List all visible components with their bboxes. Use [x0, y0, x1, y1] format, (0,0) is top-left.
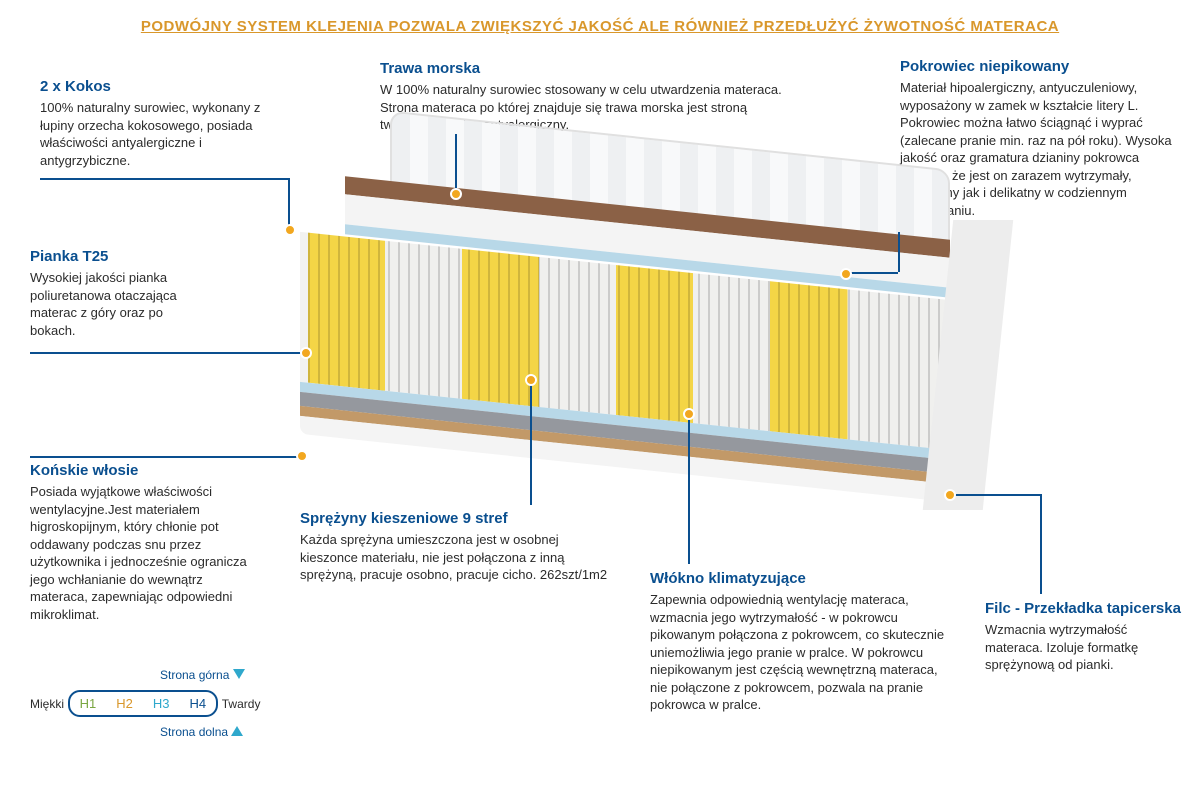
callout-line [30, 456, 300, 458]
callout-body: Wysokiej jakości pianka poliuretanowa ot… [30, 269, 180, 339]
mattress-illustration [300, 140, 980, 480]
callout-dot [944, 489, 956, 501]
callout-dot [284, 224, 296, 236]
callout-sprezyny: Sprężyny kieszeniowe 9 stref Każda spręż… [300, 510, 620, 584]
callout-line [455, 134, 457, 194]
callout-title: Sprężyny kieszeniowe 9 stref [300, 510, 620, 527]
callout-title: Trawa morska [380, 60, 790, 77]
callout-line [950, 494, 1040, 496]
callout-pianka: Pianka T25 Wysokiej jakości pianka poliu… [30, 248, 180, 339]
callout-line [40, 178, 290, 180]
callout-body: 100% naturalny surowiec, wykonany z łupi… [40, 99, 270, 169]
callout-kokos: 2 x Kokos 100% naturalny surowiec, wykon… [40, 78, 270, 169]
firmness-bottom-label: Strona dolna [160, 725, 243, 739]
callout-body: Każda sprężyna umieszczona jest w osobne… [300, 531, 620, 584]
callout-line [898, 232, 900, 272]
callout-body: Posiada wyjątkowe właściwości wentylacyj… [30, 483, 260, 623]
callout-line [30, 352, 305, 354]
callout-body: Wzmacnia wytrzymałość materaca. Izoluje … [985, 621, 1185, 674]
arrow-down-icon [233, 669, 245, 679]
arrow-up-icon [231, 726, 243, 736]
callout-filc: Filc - Przekładka tapicerska Wzmacnia wy… [985, 600, 1185, 674]
callout-line [288, 178, 290, 228]
callout-dot [525, 374, 537, 386]
firmness-level: H4 [190, 696, 207, 711]
callout-dot [840, 268, 852, 280]
callout-title: Pokrowiec niepikowany [900, 58, 1180, 75]
firmness-hard-label: Twardy [222, 697, 261, 711]
callout-wlosie: Końskie włosie Posiada wyjątkowe właściw… [30, 462, 260, 623]
firmness-soft-label: Miękki [30, 697, 64, 711]
callout-dot [450, 188, 462, 200]
firmness-box: H1 H2 H3 H4 [68, 690, 219, 717]
callout-line [530, 380, 532, 505]
callout-dot [296, 450, 308, 462]
firmness-level: H2 [116, 696, 133, 711]
firmness-top-label: Strona górna [160, 668, 245, 682]
firmness-level: H3 [153, 696, 170, 711]
callout-dot [300, 347, 312, 359]
callout-title: Włókno klimatyzujące [650, 570, 950, 587]
callout-title: Pianka T25 [30, 248, 180, 265]
callout-dot [683, 408, 695, 420]
firmness-level: H1 [80, 696, 97, 711]
headline: PODWÓJNY SYSTEM KLEJENIA POZWALA ZWIĘKSZ… [0, 18, 1200, 35]
callout-title: Końskie włosie [30, 462, 260, 479]
callout-line [688, 414, 690, 564]
callout-line [848, 272, 898, 274]
callout-title: 2 x Kokos [40, 78, 270, 95]
firmness-scale: Strona górna Miękki H1 H2 H3 H4 Twardy S… [30, 690, 330, 717]
callout-body: Zapewnia odpowiednią wentylację materaca… [650, 591, 950, 714]
callout-line [1040, 494, 1042, 594]
callout-wlokno: Włókno klimatyzujące Zapewnia odpowiedni… [650, 570, 950, 714]
callout-title: Filc - Przekładka tapicerska [985, 600, 1185, 617]
